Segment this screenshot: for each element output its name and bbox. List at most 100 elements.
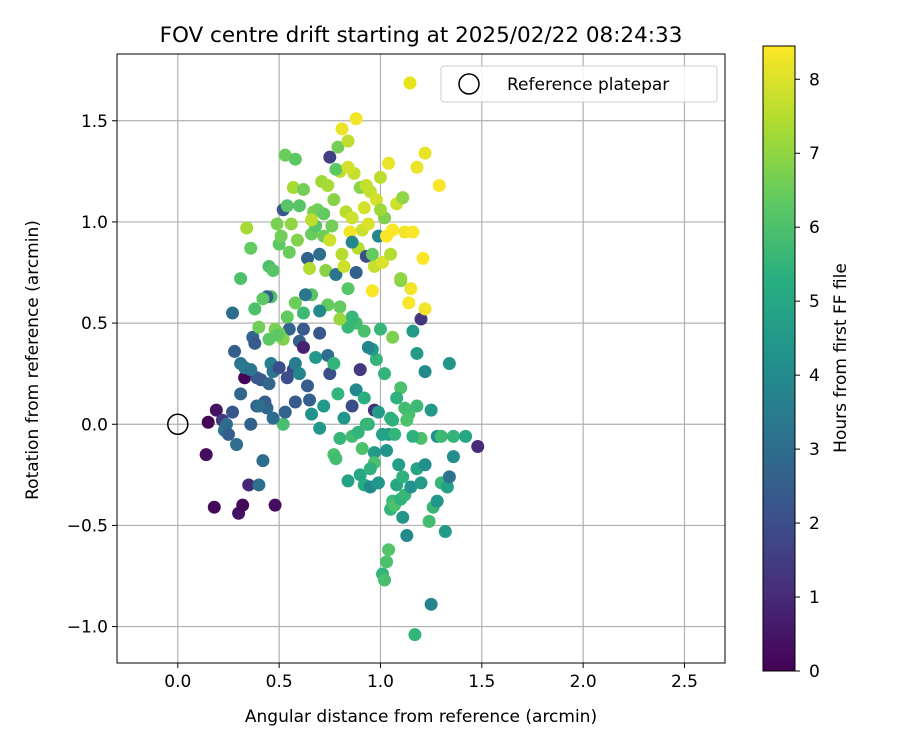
data-point [394,272,408,286]
data-point [209,403,223,417]
data-point [207,500,221,514]
colorbar-tick-label: 2 [809,514,820,534]
y-tick-label: 0.0 [81,415,108,435]
y-tick-label: −0.5 [67,516,108,536]
data-point [341,134,355,148]
data-point [244,363,258,377]
data-point [333,431,347,445]
data-point [349,266,363,280]
data-point [388,427,402,441]
data-point [296,183,310,197]
colorbar-gradient [762,45,796,672]
data-point [359,179,373,193]
data-point [301,251,315,265]
data-point [424,597,438,611]
data-point [365,284,379,298]
data-point [414,476,428,490]
data-point [361,340,375,354]
data-point [278,405,292,419]
data-point [280,310,294,324]
data-point [357,201,371,215]
data-point [471,440,485,454]
data-point [414,312,428,326]
data-point [373,203,387,217]
data-point [343,225,357,239]
data-point [272,361,286,375]
data-point [341,160,355,174]
data-point [440,480,454,494]
plot-border [116,53,726,664]
data-point [378,367,392,381]
data-point [396,510,410,524]
data-point [365,247,379,261]
data-point [276,417,290,431]
data-point [333,300,347,314]
colorbar-tick-label: 6 [809,218,820,238]
x-tick-label: 0.0 [164,672,191,692]
data-point [278,148,292,162]
data-point [410,346,424,360]
data-point [280,199,294,213]
data-point [396,191,410,205]
data-point [199,448,213,462]
data-point [329,268,343,282]
data-point [331,140,345,154]
data-point [341,320,355,334]
data-point [418,458,432,472]
data-point [404,282,418,296]
data-point [313,247,327,261]
data-point [380,555,394,569]
data-point [248,336,262,350]
data-point [337,411,351,425]
data-point [313,326,327,340]
data-point [282,322,296,336]
data-point [296,322,310,336]
data-point [305,213,319,227]
data-point [219,417,233,431]
data-point [418,302,432,316]
data-point [317,399,331,413]
data-point [309,350,323,364]
data-point [288,395,302,409]
data-point [345,399,359,413]
data-point [406,324,420,338]
data-point [296,340,310,354]
data-point [266,411,280,425]
data-point [369,193,383,207]
data-point [331,387,345,401]
data-point [398,401,412,415]
data-point [252,399,266,413]
data-point [386,223,400,237]
data-point [361,217,375,231]
data-point [226,306,240,320]
reference-platepar-marker [167,413,189,436]
data-point [226,405,240,419]
data-point [386,330,400,344]
data-point [410,399,424,413]
data-point [353,363,367,377]
data-point [290,233,304,247]
data-point [288,296,302,310]
data-point [363,462,377,476]
data-point [341,474,355,488]
data-point [317,207,331,221]
data-point [228,344,242,358]
data-point [323,150,337,164]
data-point [416,251,430,265]
plot-frame [116,53,726,664]
data-point [382,543,396,557]
data-point [371,476,385,490]
data-point [329,452,343,466]
data-point [430,494,444,508]
colorbar-tick-label: 3 [809,440,820,460]
data-point [201,415,215,429]
data-point [355,442,369,456]
data-point [446,450,460,464]
data-point [286,181,300,195]
colorbar-label: Hours from first FF file [831,263,851,453]
data-point [400,529,414,543]
data-point [373,322,387,336]
data-point [396,470,410,484]
data-point [329,162,343,176]
data-point [244,241,258,255]
